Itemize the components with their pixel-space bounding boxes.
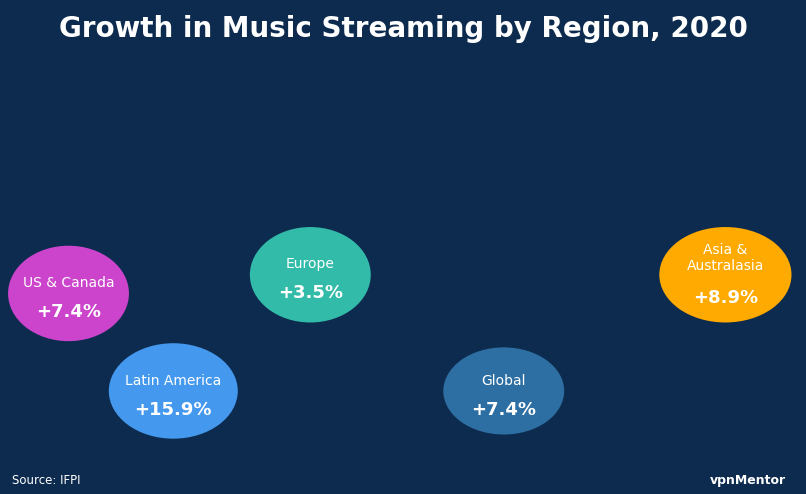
Text: Latin America: Latin America xyxy=(125,373,222,388)
Text: Asia &
Australasia: Asia & Australasia xyxy=(687,243,764,273)
Text: Source: IFPI: Source: IFPI xyxy=(12,474,81,487)
Text: US & Canada: US & Canada xyxy=(23,276,114,290)
Text: +8.9%: +8.9% xyxy=(693,288,758,307)
Text: +15.9%: +15.9% xyxy=(135,401,212,418)
Text: Growth in Music Streaming by Region, 2020: Growth in Music Streaming by Region, 202… xyxy=(59,15,747,43)
Ellipse shape xyxy=(443,347,564,435)
Text: vpnMentor: vpnMentor xyxy=(710,474,786,487)
Text: +7.4%: +7.4% xyxy=(472,401,536,418)
Text: +3.5%: +3.5% xyxy=(278,285,343,302)
Text: Europe: Europe xyxy=(286,257,334,271)
Ellipse shape xyxy=(8,246,129,341)
Ellipse shape xyxy=(250,227,371,323)
Text: Global: Global xyxy=(481,373,526,388)
Ellipse shape xyxy=(109,343,238,439)
Text: +7.4%: +7.4% xyxy=(36,303,101,321)
Ellipse shape xyxy=(659,227,791,323)
